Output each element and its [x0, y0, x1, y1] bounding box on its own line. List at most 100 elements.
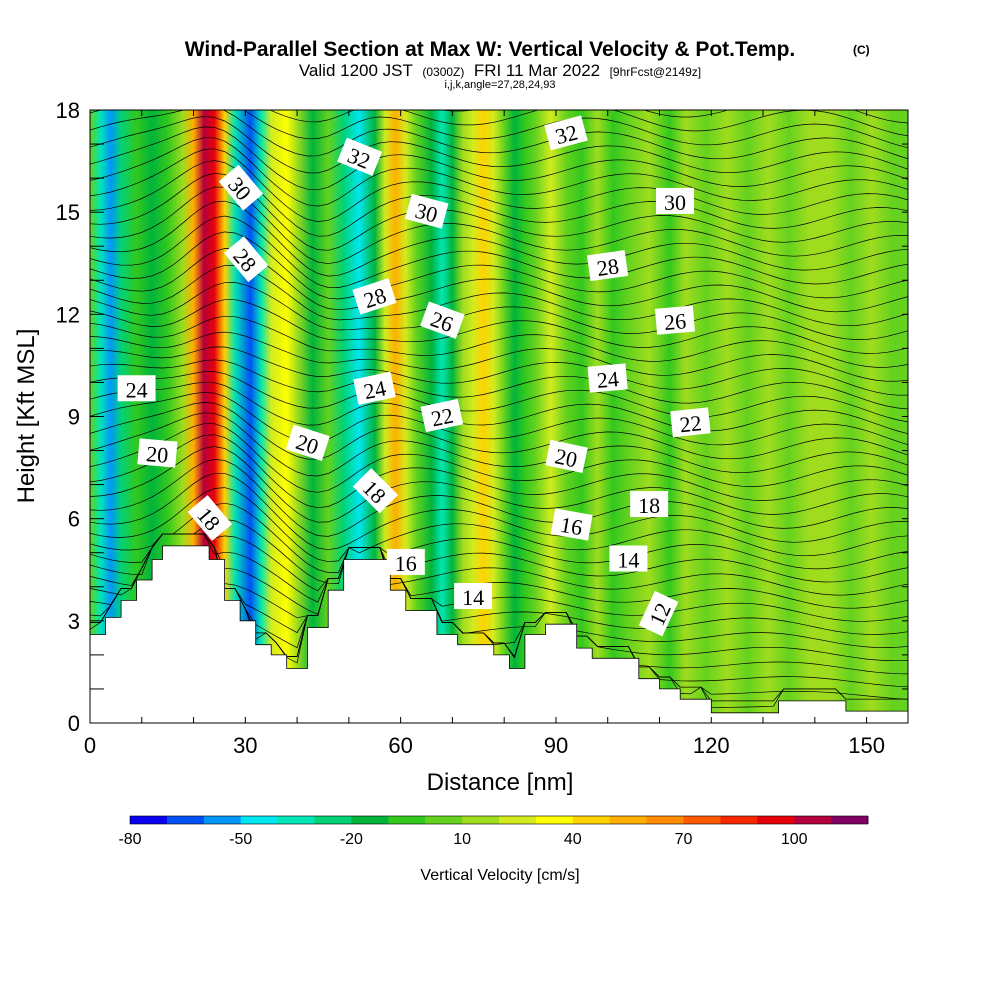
theta-contour-line: [90, 459, 908, 537]
theta-contour-line: [90, 110, 908, 160]
theta-contour-line: [90, 160, 908, 237]
theta-label-text: 26: [663, 308, 687, 335]
theta-label: 22: [670, 407, 711, 437]
x-tick-label: 150: [848, 733, 885, 758]
theta-contour-line: [90, 412, 908, 477]
y-axis-label: Height [Kft MSL]: [13, 329, 40, 504]
colorbar-bin: [683, 816, 721, 824]
theta-contour-line: [90, 137, 908, 207]
theta-label-box: [187, 495, 233, 541]
theta-label: 32: [544, 115, 588, 151]
theta-label: 16: [550, 508, 593, 541]
theta-label-text: 16: [395, 551, 417, 576]
theta-label: 14: [609, 545, 648, 573]
theta-contour-line: [90, 533, 908, 622]
theta-label-box: [609, 545, 648, 572]
theta-label: 20: [285, 424, 330, 462]
theta-label-box: [545, 439, 588, 474]
colorbar-tick-label: -80: [118, 831, 141, 848]
colorbar-bin: [499, 816, 537, 824]
theta-label: 28: [586, 250, 629, 282]
subtitle-utc: (0300Z): [422, 65, 464, 79]
theta-contour-line: [90, 265, 908, 327]
x-tick-label: 120: [693, 733, 730, 758]
colorbar-bin: [314, 816, 352, 824]
theta-label-box: [587, 363, 628, 393]
colorbar-bin: [462, 816, 500, 824]
theta-label-box: [405, 193, 449, 229]
theta-contours: [90, 110, 908, 708]
x-tick-label: 0: [84, 733, 96, 758]
theta-contour-line: [269, 110, 908, 137]
subtitle-date: FRI 11 Mar 2022: [474, 61, 600, 80]
theta-contour-line: [90, 423, 908, 493]
theta-label-text: 16: [558, 512, 584, 540]
theta-label: 20: [137, 438, 178, 468]
colorbar-frame: [129, 815, 869, 825]
chart-title-mark: (C): [853, 43, 870, 57]
theta-label-box: [586, 250, 629, 282]
theta-label-text: 14: [462, 585, 484, 610]
theta-contour-line: [90, 315, 908, 368]
colorbar-bin: [240, 816, 278, 824]
theta-contour-line: [90, 371, 908, 423]
colorbar-bin: [425, 816, 463, 824]
colorbar-bin: [794, 816, 832, 824]
theta-contour-line: [90, 446, 908, 523]
theta-contour-line: [90, 110, 908, 149]
theta-label-box: [337, 137, 383, 176]
theta-label-text: 22: [678, 410, 702, 437]
theta-label-box: [386, 548, 425, 575]
theta-contour-line: [90, 533, 908, 635]
theta-label-box: [117, 375, 156, 402]
colorbar-tick-label: 40: [564, 831, 582, 848]
theta-label-text: 24: [126, 377, 148, 402]
theta-contour-line: [90, 391, 908, 446]
theta-label-box: [137, 438, 178, 468]
x-axis-label: Distance [nm]: [427, 769, 574, 796]
y-tick-label: 0: [68, 711, 80, 736]
subtitle-valid: Valid 1200 JST: [299, 61, 413, 80]
terrain: [90, 545, 908, 723]
theta-contour-line: [90, 359, 908, 410]
theta-label-box: [285, 424, 330, 462]
theta-contour-line: [90, 402, 908, 460]
colorbar-bin: [646, 816, 684, 824]
colorbar-tick-label: -20: [340, 831, 363, 848]
theta-contour-line: [90, 434, 908, 509]
theta-label: 26: [654, 305, 695, 335]
theta-label-text: 30: [664, 190, 686, 215]
colorbar-tick-label: 70: [675, 831, 693, 848]
chart-subtitle-indices: i,j,k,angle=27,28,24,93: [444, 79, 555, 91]
theta-label-text: 18: [638, 493, 660, 518]
theta-label: 20: [545, 439, 588, 474]
chart-subtitle: Valid 1200 JST (0300Z) FRI 11 Mar 2022 […: [299, 61, 701, 80]
theta-label: 24: [587, 363, 628, 393]
colorbar-tick-label: 100: [781, 831, 808, 848]
theta-contour-line: [90, 116, 908, 174]
colorbar-bin: [277, 816, 315, 824]
theta-label-box: [550, 508, 593, 541]
theta-label: 24: [117, 375, 156, 402]
theta-contour-line: [90, 533, 908, 648]
x-tick-label: 90: [544, 733, 568, 758]
y-tick-label: 3: [68, 609, 80, 634]
theta-label: 30: [656, 187, 695, 215]
theta-label-box: [420, 398, 464, 433]
theta-label: 16: [386, 548, 425, 576]
theta-contour-line: [90, 282, 908, 340]
y-tick-label: 6: [68, 507, 80, 532]
theta-label-box: [656, 187, 695, 214]
y-tick-label: 9: [68, 405, 80, 430]
colorbar-bin: [720, 816, 758, 824]
theta-label-box: [454, 582, 493, 609]
theta-label-box: [638, 590, 679, 637]
theta-contour-line: [90, 472, 908, 551]
theta-label-box: [654, 305, 695, 335]
theta-label-box: [218, 164, 264, 211]
theta-contour-line: [90, 215, 908, 288]
theta-label-box: [353, 371, 396, 405]
colorbar-bin: [609, 816, 647, 824]
